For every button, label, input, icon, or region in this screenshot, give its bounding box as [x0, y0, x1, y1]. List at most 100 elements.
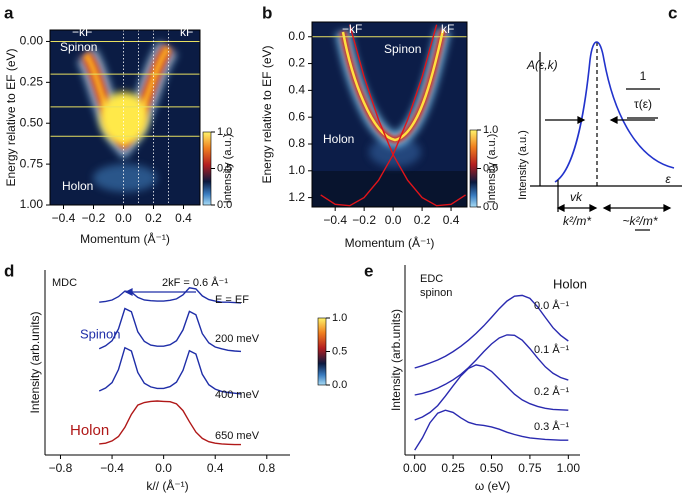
annotation: kF — [441, 22, 454, 36]
y-axis-label: Intensity (arb.units) — [28, 311, 42, 413]
colorbar-tick-label: 0.5 — [483, 162, 498, 174]
panel-label: c — [668, 3, 677, 22]
y-tick-label: 1.0 — [288, 163, 305, 177]
colorbar — [202, 131, 212, 206]
width-label: k²/m* — [563, 214, 591, 228]
series-line — [349, 24, 466, 207]
y-tick-label: 0.00 — [20, 34, 44, 48]
width-label: vk — [570, 190, 583, 204]
colorbar-tick-label: 1.0 — [332, 312, 347, 324]
y-tick-label: 0.75 — [20, 156, 44, 170]
annotation: Holon — [553, 276, 587, 291]
series-line — [99, 400, 241, 446]
x-tick-label: 0.2 — [145, 211, 162, 225]
y-axis-label: Energy relative to EF (eV) — [4, 48, 18, 186]
x-tick-label: −0.4 — [52, 211, 76, 225]
x-axis-label: Momentum (Å⁻¹) — [80, 231, 170, 246]
annotation: MDC — [52, 277, 77, 289]
colorbar — [469, 129, 478, 208]
x-tick-label: 0.00 — [403, 461, 427, 475]
x-tick-label: 0.8 — [258, 461, 275, 475]
x-tick-label: 0.0 — [115, 211, 132, 225]
series-label: 650 meV — [215, 430, 260, 442]
x-tick-label: −0.2 — [352, 213, 376, 227]
series-line — [414, 294, 569, 369]
y-tick-label: 1.2 — [288, 190, 305, 204]
x-tick-label: 1.00 — [557, 461, 581, 475]
x-axis-label: Momentum (Å⁻¹) — [345, 235, 435, 250]
axis-label: Intensity (a.u.) — [517, 130, 529, 200]
series-label: 0.0 Å⁻¹ — [534, 299, 569, 312]
colorbar-tick-label: 0.0 — [217, 199, 232, 211]
series-line — [320, 24, 438, 207]
intensity-map — [312, 22, 467, 207]
x-tick-label: −0.4 — [100, 461, 124, 475]
colorbar-tick-label: 0.0 — [483, 201, 498, 213]
y-tick-label: 1.00 — [20, 197, 44, 211]
colorbar-label: Intensity (a.u.) — [486, 134, 498, 204]
y-tick-label: 0.2 — [288, 56, 305, 70]
colorbar-tick-label: 1.0 — [217, 126, 232, 138]
x-tick-label: 0.4 — [207, 461, 224, 475]
y-tick-label: 0.6 — [288, 109, 305, 123]
x-tick-label: 0.25 — [441, 461, 465, 475]
series-line — [414, 334, 569, 396]
series-line — [98, 346, 242, 395]
annotation: spinon — [420, 287, 452, 299]
series-line — [99, 287, 242, 304]
annotation: −kF — [72, 25, 92, 39]
y-tick-label: 0.25 — [20, 75, 44, 89]
panel-label: a — [4, 3, 14, 22]
series-label: 0.1 Å⁻¹ — [534, 343, 569, 356]
colorbar-tick-label: 1.0 — [483, 124, 498, 136]
y-tick-label: 0.50 — [20, 115, 44, 129]
width-label: ~k²/m* — [622, 214, 657, 228]
annotation: EDC — [420, 273, 443, 285]
colorbar-tick-label: 0.0 — [332, 379, 347, 391]
series-label: E = EF — [215, 294, 249, 306]
x-tick-label: −0.2 — [82, 211, 106, 225]
series-label: 0.2 Å⁻¹ — [534, 385, 569, 398]
axis-label: ε — [665, 172, 671, 186]
panel-label: d — [4, 261, 14, 280]
axis-label: A(ε,k) — [526, 58, 558, 72]
x-tick-label: −0.8 — [49, 461, 73, 475]
annotation: Spinon — [80, 326, 120, 341]
annotation: −kF — [342, 22, 362, 36]
colorbar-tick-label: 0.5 — [332, 345, 347, 357]
annotation: Holon — [323, 132, 354, 146]
x-tick-label: 0.0 — [385, 213, 402, 227]
annotation: Holon — [70, 422, 109, 439]
rate-label: τ(ε) — [634, 97, 652, 111]
x-tick-label: 0.4 — [175, 211, 192, 225]
y-tick-label: 0.0 — [288, 29, 305, 43]
rate-label: 1 — [640, 69, 647, 83]
colorbar-label: Intensity (a.u.) — [222, 134, 234, 204]
x-tick-label: 0.4 — [443, 213, 460, 227]
series-line — [98, 307, 242, 353]
x-axis-label: ω (eV) — [475, 479, 510, 493]
annotation: Spinon — [60, 40, 97, 54]
annotation: kF — [180, 25, 193, 39]
y-axis-label: Energy relative to EF (eV) — [260, 45, 274, 183]
panel-label: b — [262, 3, 272, 22]
y-tick-label: 0.8 — [288, 136, 305, 150]
annotation: Spinon — [384, 42, 421, 56]
y-tick-label: 0.4 — [288, 83, 305, 97]
colorbar — [317, 317, 327, 386]
x-tick-label: 0.2 — [414, 213, 431, 227]
colorbar-tick-label: 0.5 — [217, 162, 232, 174]
series-label: 200 meV — [215, 333, 260, 345]
plot-frame — [311, 21, 468, 208]
series-label: 400 meV — [215, 389, 260, 401]
series-line — [414, 409, 569, 451]
y-axis-label: Intensity (arb.units) — [389, 309, 403, 411]
x-axis-label: k// (Å⁻¹) — [146, 478, 188, 493]
x-tick-label: 0.75 — [518, 461, 542, 475]
annotation: 2kF = 0.6 Å⁻¹ — [162, 276, 228, 289]
series-line — [414, 364, 569, 421]
annotation: Holon — [62, 179, 93, 193]
panel-label: e — [364, 261, 373, 280]
x-tick-label: 0.0 — [155, 461, 172, 475]
